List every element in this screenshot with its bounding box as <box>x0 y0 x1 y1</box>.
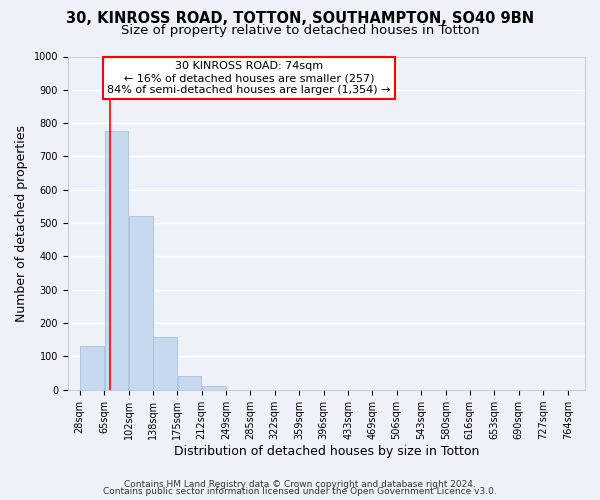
X-axis label: Distribution of detached houses by size in Totton: Distribution of detached houses by size … <box>174 444 479 458</box>
Bar <box>129 216 153 390</box>
Text: 30, KINROSS ROAD, TOTTON, SOUTHAMPTON, SO40 9BN: 30, KINROSS ROAD, TOTTON, SOUTHAMPTON, S… <box>66 11 534 26</box>
Bar <box>80 346 104 390</box>
Text: Contains public sector information licensed under the Open Government Licence v3: Contains public sector information licen… <box>103 487 497 496</box>
Bar <box>104 132 128 390</box>
Bar <box>202 386 226 390</box>
Bar <box>153 338 177 390</box>
Text: Size of property relative to detached houses in Totton: Size of property relative to detached ho… <box>121 24 479 37</box>
Text: Contains HM Land Registry data © Crown copyright and database right 2024.: Contains HM Land Registry data © Crown c… <box>124 480 476 489</box>
Bar <box>178 376 202 390</box>
Y-axis label: Number of detached properties: Number of detached properties <box>15 124 28 322</box>
Text: 30 KINROSS ROAD: 74sqm
← 16% of detached houses are smaller (257)
84% of semi-de: 30 KINROSS ROAD: 74sqm ← 16% of detached… <box>107 62 391 94</box>
